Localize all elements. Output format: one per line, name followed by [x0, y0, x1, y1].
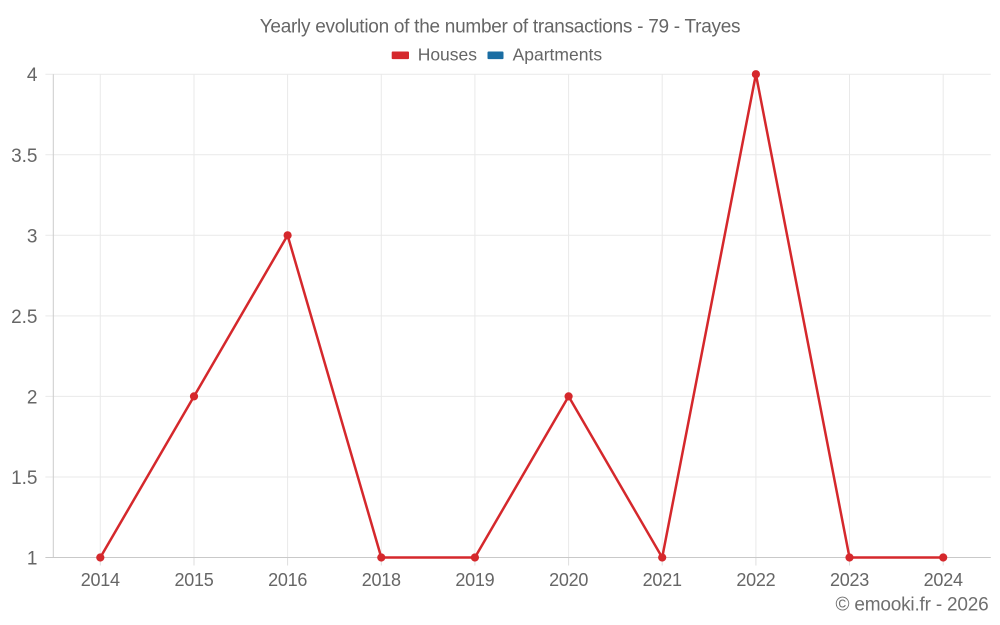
svg-text:2014: 2014 [81, 570, 120, 590]
svg-text:2020: 2020 [549, 570, 588, 590]
svg-text:2016: 2016 [268, 570, 307, 590]
svg-text:2022: 2022 [736, 570, 775, 590]
svg-text:2018: 2018 [362, 570, 401, 590]
svg-text:2024: 2024 [924, 570, 963, 590]
svg-text:1.5: 1.5 [11, 468, 37, 489]
svg-text:2021: 2021 [643, 570, 682, 590]
svg-text:2.5: 2.5 [11, 307, 37, 328]
svg-text:4: 4 [27, 65, 38, 86]
svg-text:Apartments: Apartments [513, 44, 603, 64]
svg-text:2023: 2023 [830, 570, 869, 590]
svg-text:3.5: 3.5 [11, 146, 37, 167]
svg-text:2: 2 [27, 387, 38, 408]
svg-text:3: 3 [27, 226, 38, 247]
svg-text:Houses: Houses [418, 44, 478, 64]
svg-text:© emooki.fr - 2026: © emooki.fr - 2026 [836, 595, 989, 616]
svg-text:2019: 2019 [455, 570, 494, 590]
svg-text:2015: 2015 [174, 570, 213, 590]
svg-text:Yearly evolution of the number: Yearly evolution of the number of transa… [260, 16, 741, 37]
svg-text:1: 1 [27, 549, 38, 570]
